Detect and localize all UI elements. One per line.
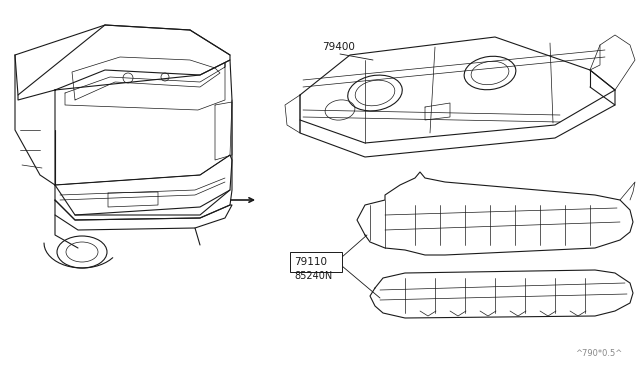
Text: 79400: 79400 [322,42,355,52]
FancyBboxPatch shape [290,252,342,272]
Text: 85240N: 85240N [294,271,332,281]
Text: ^790*0.5^: ^790*0.5^ [575,349,622,358]
Text: 79110: 79110 [294,257,327,267]
